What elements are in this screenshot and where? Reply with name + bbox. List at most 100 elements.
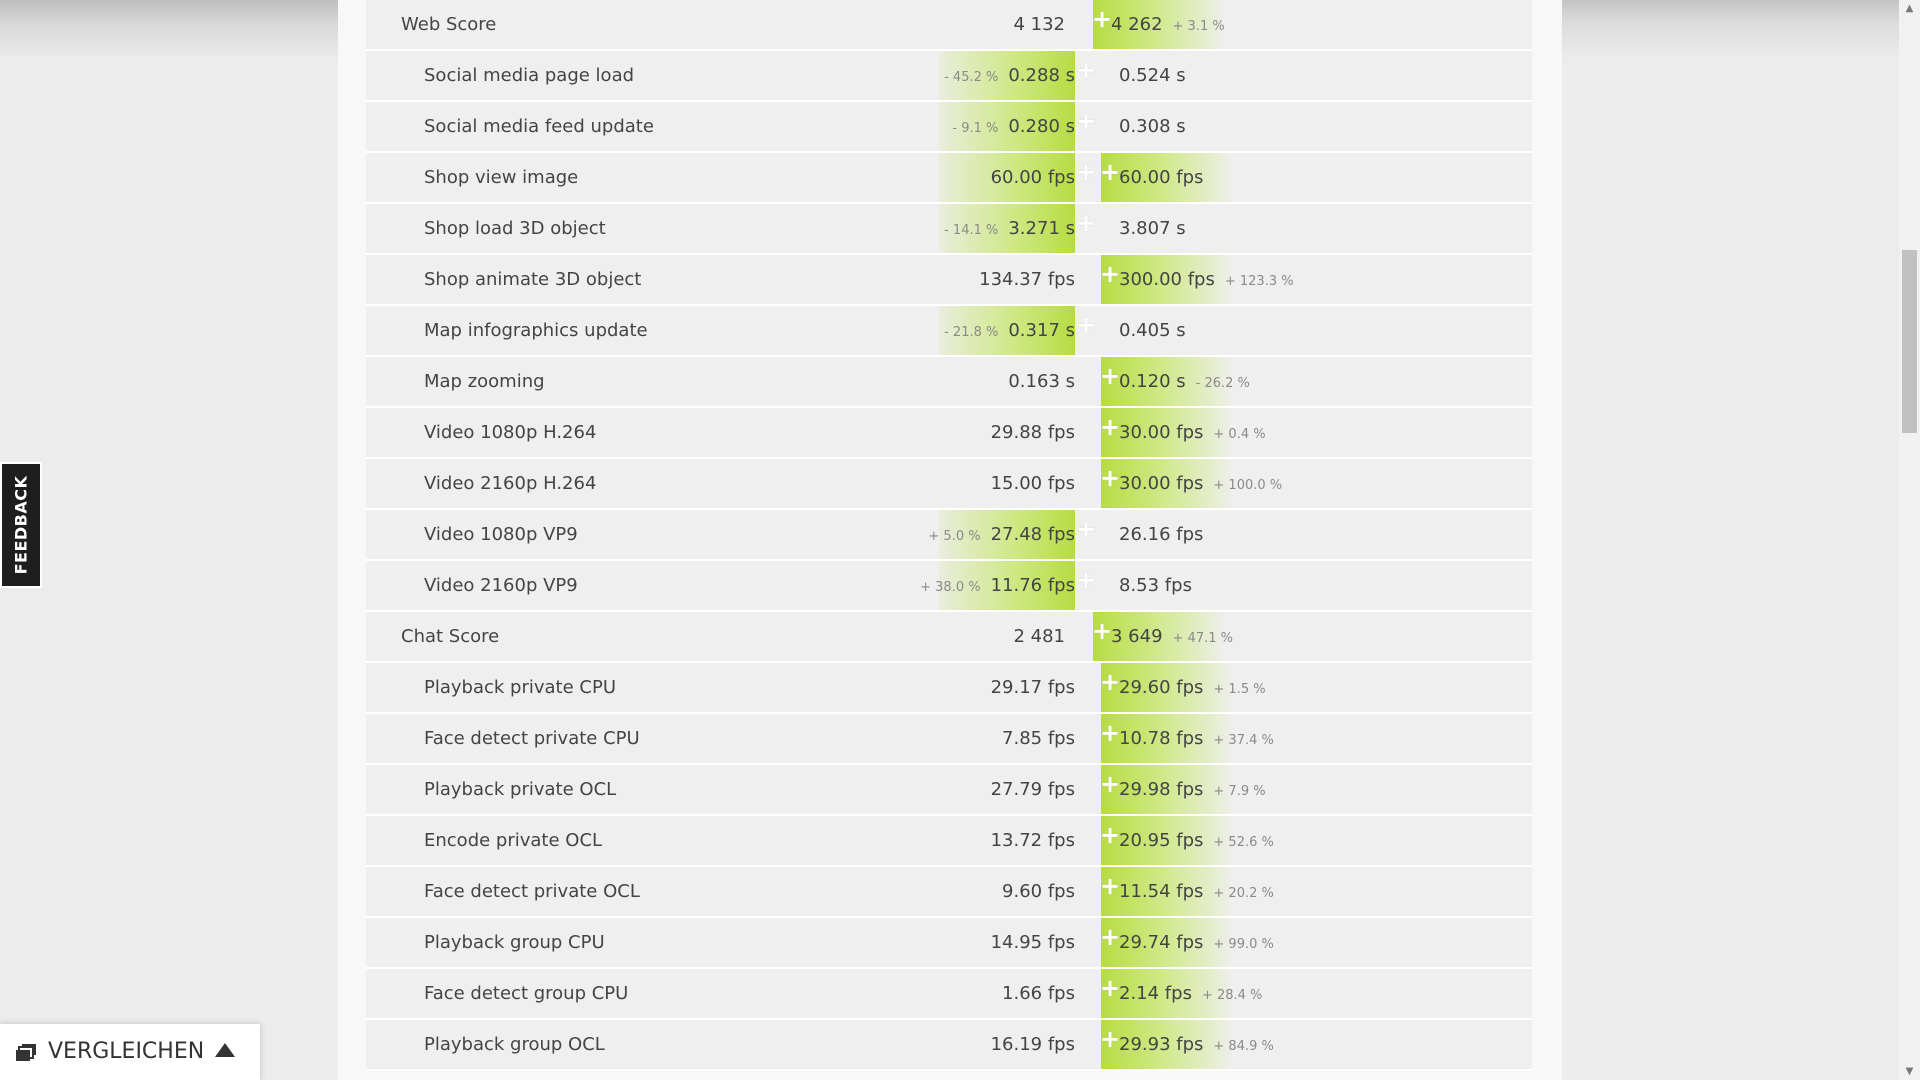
- left-value-text: 0.163 s: [1008, 371, 1075, 392]
- right-value-text: 29.74 fps: [1119, 932, 1204, 953]
- right-value: 29.93 fps + 84.9 %: [1119, 1020, 1274, 1071]
- plus-icon: +: [1076, 107, 1097, 135]
- plus-icon: +: [1100, 413, 1121, 441]
- row-label: Social media page load: [424, 65, 635, 86]
- background-art-left: [0, 0, 338, 60]
- row-label: Video 2160p VP9: [424, 575, 578, 596]
- compare-bar[interactable]: VERGLEICHEN: [0, 1024, 260, 1080]
- table-row: Face detect group CPU 1.66 fps +2.14 fps + …: [366, 969, 1532, 1020]
- left-value: 1.66 fps: [1002, 969, 1075, 1018]
- row-label: Map zooming: [424, 371, 545, 392]
- left-value-text: 0.288 s: [1008, 65, 1075, 86]
- table-row: Playback private OCL 27.79 fps +29.98 fps +…: [366, 765, 1532, 816]
- row-label: Shop animate 3D object: [424, 269, 642, 290]
- right-value: 3 649 + 47.1 %: [1111, 612, 1233, 663]
- left-value: - 21.8 % 0.317 s: [944, 306, 1075, 357]
- row-label: Face detect group CPU: [424, 983, 629, 1004]
- left-value-text: 29.88 fps: [990, 422, 1075, 443]
- left-value-text: 60.00 fps: [990, 167, 1075, 188]
- feedback-label: FEEDBACK: [11, 475, 31, 575]
- left-value-text: 11.76 fps: [990, 575, 1075, 596]
- left-value: 29.88 fps: [991, 408, 1075, 457]
- scroll-up-arrow-icon[interactable]: ▲: [1905, 3, 1914, 14]
- row-label: Video 1080p H.264: [424, 422, 597, 443]
- scrollbar-thumb[interactable]: [1902, 250, 1917, 433]
- left-value: 15.00 fps: [991, 459, 1075, 508]
- right-value: 60.00 fps: [1119, 153, 1203, 202]
- right-value-text: 26.16 fps: [1119, 524, 1204, 545]
- right-value: 30.00 fps + 100.0 %: [1119, 459, 1282, 510]
- right-value-text: 60.00 fps: [1119, 167, 1204, 188]
- highlight-left: [939, 306, 1075, 355]
- left-percent: - 45.2 %: [944, 70, 999, 85]
- left-value-text: 27.48 fps: [990, 524, 1075, 545]
- table-row: Map zooming 0.163 s +0.120 s - 26.2 %: [366, 357, 1532, 408]
- left-value-text: 14.95 fps: [990, 932, 1075, 953]
- row-label: Face detect private OCL: [424, 881, 640, 902]
- left-value-text: 27.79 fps: [990, 779, 1075, 800]
- right-value: 0.308 s: [1119, 102, 1186, 151]
- left-value-text: 15.00 fps: [990, 473, 1075, 494]
- highlight-right: [1093, 612, 1223, 661]
- table-row: Playback private CPU 29.17 fps +29.60 fps +…: [366, 663, 1532, 714]
- main-content: Web Score 4 132 +4 262 + 3.1 % Social media …: [338, 0, 1562, 1080]
- right-value: 26.16 fps: [1119, 510, 1203, 559]
- highlight-left: [939, 153, 1075, 202]
- comparison-table: Web Score 4 132 +4 262 + 3.1 % Social media …: [366, 0, 1532, 1071]
- row-label: Shop view image: [424, 167, 579, 188]
- right-value: 4 262 + 3.1 %: [1111, 0, 1225, 51]
- caret-up-icon[interactable]: [214, 1042, 236, 1058]
- background-art-right: [1562, 0, 1900, 60]
- plus-icon: +: [1100, 362, 1121, 390]
- right-value-text: 8.53 fps: [1119, 575, 1192, 596]
- left-value-text: 2 481: [1013, 626, 1065, 647]
- table-row: Playback group OCL 16.19 fps +29.93 fps + 8…: [366, 1020, 1532, 1071]
- scroll-down-arrow-icon[interactable]: ▼: [1905, 1066, 1914, 1077]
- plus-icon: +: [1092, 5, 1113, 33]
- right-percent: + 123.3 %: [1224, 274, 1294, 289]
- right-value-text: 0.405 s: [1119, 320, 1186, 341]
- highlight-right: [1101, 408, 1231, 457]
- highlight-left: [939, 102, 1075, 151]
- right-value-text: 20.95 fps: [1119, 830, 1204, 851]
- plus-icon: +: [1100, 260, 1121, 288]
- left-value: - 45.2 % 0.288 s: [944, 51, 1075, 102]
- table-row: Social media page load - 45.2 % 0.288 s +0.…: [366, 51, 1532, 102]
- plus-icon: +: [1100, 770, 1121, 798]
- left-value: 60.00 fps: [991, 153, 1075, 202]
- row-label: Playback group CPU: [424, 932, 605, 953]
- left-value: 7.85 fps: [1002, 714, 1075, 763]
- highlight-right: [1101, 918, 1231, 967]
- right-value-text: 29.60 fps: [1119, 677, 1204, 698]
- row-label: Video 2160p H.264: [424, 473, 597, 494]
- plus-icon: +: [1076, 158, 1097, 186]
- left-value: 134.37 fps: [979, 255, 1075, 304]
- plus-icon: +: [1092, 617, 1113, 645]
- table-row: Shop animate 3D object 134.37 fps +300.00 …: [366, 255, 1532, 306]
- right-value: 0.405 s: [1119, 306, 1186, 355]
- right-value: 29.98 fps + 7.9 %: [1119, 765, 1266, 816]
- table-row: Playback group CPU 14.95 fps +29.74 fps + 9…: [366, 918, 1532, 969]
- highlight-right: [1101, 765, 1231, 814]
- left-value: 27.79 fps: [991, 765, 1075, 814]
- right-value-text: 11.54 fps: [1119, 881, 1204, 902]
- feedback-tab[interactable]: FEEDBACK: [0, 462, 42, 588]
- left-value-text: 4 132: [1013, 14, 1065, 35]
- layers-icon: [16, 1044, 36, 1061]
- left-value: - 14.1 % 3.271 s: [944, 204, 1075, 255]
- plus-icon: +: [1100, 1025, 1121, 1053]
- left-value-text: 0.280 s: [1008, 116, 1075, 137]
- right-value: 29.74 fps + 99.0 %: [1119, 918, 1274, 969]
- row-label: Playback private OCL: [424, 779, 617, 800]
- left-value-text: 0.317 s: [1008, 320, 1075, 341]
- plus-icon: +: [1100, 668, 1121, 696]
- right-value-text: 0.524 s: [1119, 65, 1186, 86]
- table-row: Encode private OCL 13.72 fps +20.95 fps + 5…: [366, 816, 1532, 867]
- left-value: + 38.0 % 11.76 fps: [920, 561, 1075, 612]
- right-value: 11.54 fps + 20.2 %: [1119, 867, 1274, 918]
- plus-icon: +: [1076, 515, 1097, 543]
- vertical-scrollbar[interactable]: ▲ ▼: [1899, 0, 1920, 1080]
- left-value: 0.163 s: [1008, 357, 1075, 406]
- right-percent: + 100.0 %: [1213, 478, 1283, 493]
- left-percent: - 14.1 %: [944, 223, 999, 238]
